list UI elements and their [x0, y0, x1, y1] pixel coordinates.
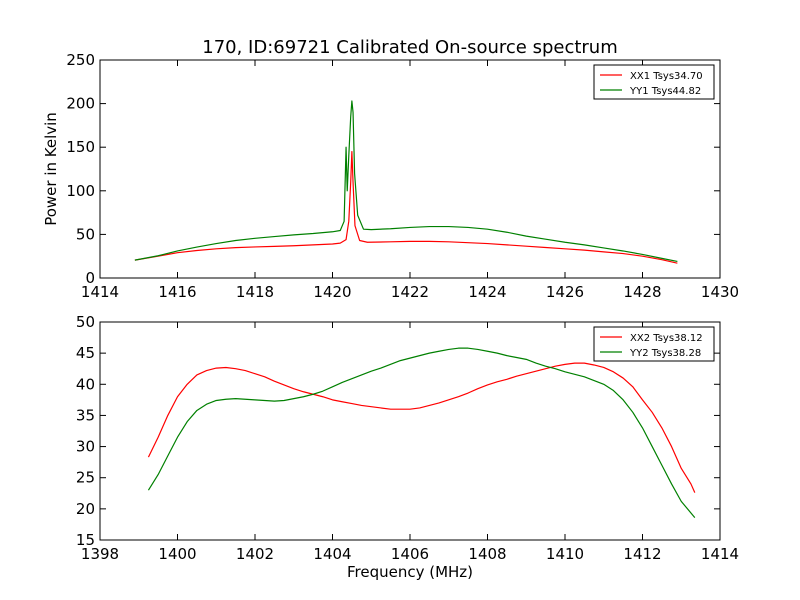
- x-tick-label: 1404: [313, 545, 351, 563]
- x-tick-label: 1406: [391, 545, 429, 563]
- x-tick-label: 1430: [701, 283, 739, 301]
- y-tick-label: 35: [76, 406, 95, 424]
- y-tick-label: 30: [76, 438, 95, 456]
- plot-lines: [134, 100, 678, 264]
- x-tick-label: 1408: [468, 545, 506, 563]
- plot-frame: [99, 59, 721, 279]
- legend-entry: XX1 Tsys34.70: [630, 71, 703, 82]
- x-tick-label: 1410: [546, 545, 584, 563]
- bottom-panel: Frequency (MHz) 1398 1400 1402 1404 1406 1408…: [76, 313, 739, 581]
- y-tick-label: 200: [66, 95, 95, 113]
- y-tick-label: 25: [76, 469, 95, 487]
- legend-box: [593, 64, 715, 100]
- y-tick-label: 20: [76, 500, 95, 518]
- x-tick-label: 1418: [236, 283, 274, 301]
- y-tick-label: 0: [85, 269, 95, 287]
- legend: XX1 Tsys34.70 YY1 Tsys44.82: [593, 64, 715, 100]
- legend-entry: YY1 Tsys44.82: [629, 86, 701, 97]
- x-tick-label: 1398: [81, 545, 119, 563]
- y-tick-label: 40: [76, 375, 95, 393]
- legend-box: [593, 326, 715, 362]
- series-line-1: [147, 362, 696, 493]
- y-tick-label: 250: [66, 51, 95, 69]
- legend: XX2 Tsys38.12 YY2 Tsys38.28: [593, 326, 715, 362]
- x-axis-label: Frequency (MHz): [347, 563, 473, 581]
- y-tick-label: 100: [66, 182, 95, 200]
- y-tick-label: 50: [76, 225, 95, 243]
- x-tick-label: 1420: [313, 283, 351, 301]
- series-line-1: [134, 150, 678, 264]
- legend-entry: YY2 Tsys38.28: [629, 348, 701, 359]
- y-tick-label: 150: [66, 138, 95, 156]
- legend-entry: XX2 Tsys38.12: [630, 333, 703, 344]
- axis-ticks: 1398 1400 1402 1404 1406 1408 1410 1412 1414 15 20…: [76, 313, 739, 563]
- x-tick-label: 1416: [158, 283, 196, 301]
- x-tick-label: 1422: [391, 283, 429, 301]
- chart-title: 170, ID:69721 Calibrated On-source spect…: [202, 37, 618, 58]
- x-tick-label: 1412: [623, 545, 661, 563]
- x-tick-label: 1426: [546, 283, 584, 301]
- y-tick-label: 50: [76, 313, 95, 331]
- series-line-2: [147, 347, 696, 518]
- axis-ticks: 1414 1416 1418 1420 1422 1424 1426 1428 1430 0 50 1…: [66, 51, 739, 301]
- plot-lines: [147, 347, 696, 518]
- x-tick-label: 1402: [236, 545, 274, 563]
- y-tick-label: 15: [76, 531, 95, 549]
- x-tick-label: 1428: [623, 283, 661, 301]
- y-axis-label: Power in Kelvin: [42, 112, 60, 226]
- top-panel: 170, ID:69721 Calibrated On-source spect…: [42, 37, 739, 301]
- y-tick-label: 45: [76, 344, 95, 362]
- plot-frame: [99, 321, 721, 541]
- series-line-2: [134, 100, 678, 263]
- x-tick-label: 1424: [468, 283, 506, 301]
- x-tick-label: 1400: [158, 545, 196, 563]
- x-tick-label: 1414: [81, 283, 119, 301]
- x-tick-label: 1414: [701, 545, 739, 563]
